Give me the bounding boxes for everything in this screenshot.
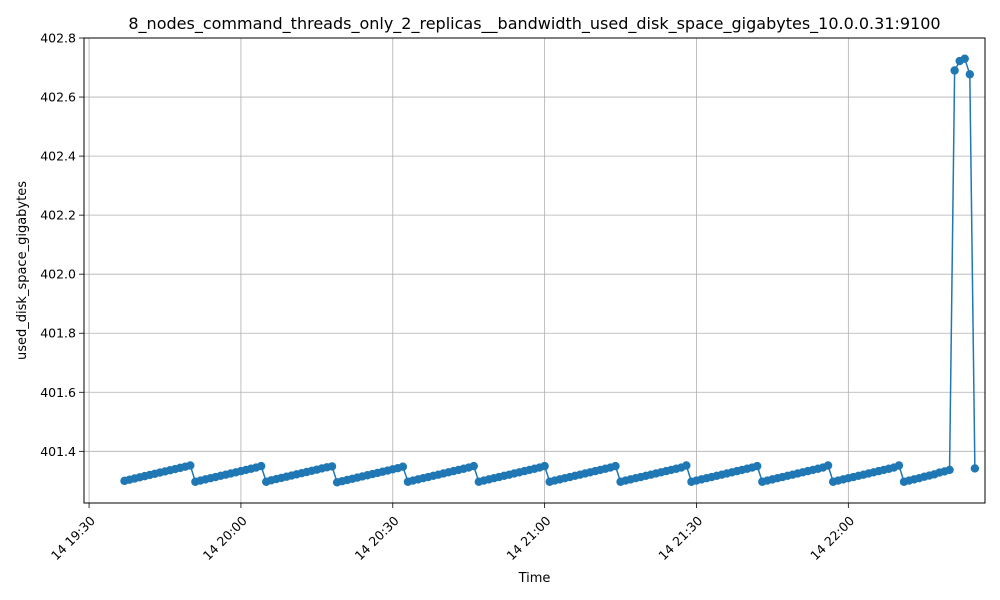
- data-point: [611, 461, 620, 471]
- data-point: [469, 461, 478, 471]
- data-point: [398, 462, 408, 471]
- y-tick-label: 402.4: [40, 149, 76, 164]
- y-tick-label: 402.8: [40, 31, 76, 46]
- y-tick-label: 401.6: [40, 385, 76, 400]
- data-point: [950, 66, 959, 75]
- y-axis: 401.4 401.6 401.8 402.0 402.2 402.4 402.6 402.8: [40, 31, 84, 459]
- data-point: [682, 461, 691, 470]
- data-point: [823, 461, 833, 470]
- plot-frame: [83, 37, 986, 504]
- data-point: [327, 462, 337, 471]
- y-tick-label: 402.2: [40, 208, 76, 223]
- y-axis-title: used_disk_space_gigabytes: [15, 181, 30, 360]
- chart-title: 8_nodes_command_threads_only_2_replicas_…: [128, 14, 940, 34]
- data-point: [960, 54, 969, 63]
- y-tick-label: 402.6: [40, 90, 76, 105]
- y-tick-label: 401.8: [40, 326, 76, 341]
- data-point: [894, 461, 904, 470]
- y-tick-label: 402.0: [40, 267, 76, 282]
- data-point: [753, 461, 762, 471]
- data-point: [256, 461, 266, 471]
- data-point: [970, 464, 980, 473]
- x-axis-title: Time: [518, 571, 551, 586]
- y-tick-label: 401.4: [40, 444, 76, 459]
- data-point: [945, 465, 954, 475]
- data-point: [965, 70, 975, 79]
- data-point: [186, 461, 195, 470]
- data-point: [540, 461, 549, 471]
- series-layer: [120, 54, 980, 487]
